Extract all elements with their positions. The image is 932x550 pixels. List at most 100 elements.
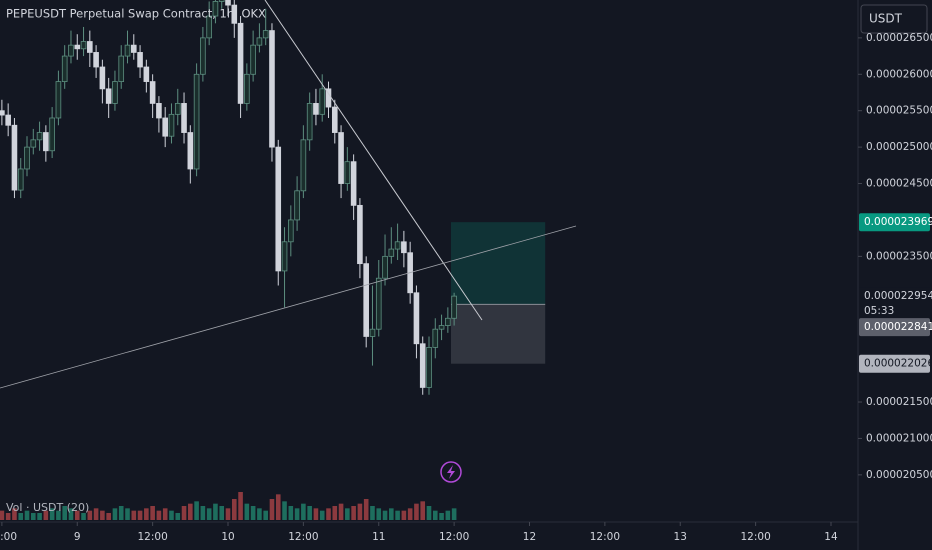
currency-button-label[interactable]: USDT <box>869 12 903 26</box>
candle-body <box>130 44 137 53</box>
candle-body <box>87 41 93 53</box>
volume-bar <box>370 506 375 520</box>
entry-price-label-box <box>859 318 930 337</box>
volume-bar <box>426 506 432 520</box>
volume-bar <box>181 506 187 520</box>
candle-body <box>49 117 55 152</box>
volume-bar <box>363 499 369 520</box>
volume-bar <box>81 513 86 520</box>
volume-bar <box>93 508 99 520</box>
candle-body <box>187 132 194 170</box>
candle-body <box>30 139 37 148</box>
volume-bar <box>188 503 193 520</box>
volume-bar <box>326 508 331 520</box>
candle-body <box>401 241 407 254</box>
volume-bar <box>0 510 5 520</box>
volume-bar <box>382 510 388 520</box>
candle-body <box>168 113 175 137</box>
y-tick-label: 0.000026000 <box>866 68 932 80</box>
candle-body <box>143 66 150 82</box>
candle-body <box>313 103 319 115</box>
volume-bar <box>62 506 67 520</box>
candle-body <box>269 30 275 148</box>
y-tick-label: 0.000023500 <box>866 250 932 262</box>
volume-bar <box>100 510 105 520</box>
candle-body <box>438 325 445 330</box>
volume-bar <box>319 510 325 520</box>
candle-body <box>17 168 24 191</box>
volume-bar <box>200 506 206 520</box>
volume-bar <box>301 503 306 520</box>
volume-bar <box>56 510 61 520</box>
volume-bar <box>49 508 55 520</box>
volume-bar <box>269 499 275 520</box>
candle-body <box>331 106 338 133</box>
lightning-icon[interactable] <box>440 461 462 483</box>
volume-bar <box>162 508 168 520</box>
candle-body <box>124 44 131 57</box>
candle-body <box>174 103 181 115</box>
candle-body <box>112 81 118 104</box>
candle-body <box>256 37 263 46</box>
entry-price-label: 0.000022841 <box>864 321 932 333</box>
volume-bar <box>294 508 300 520</box>
volume-bar <box>118 506 124 520</box>
candle-body <box>212 1 219 17</box>
volume-bar <box>407 508 413 520</box>
candle-body <box>451 295 457 319</box>
y-tick-label: 0.000021000 <box>866 432 932 444</box>
candle-body <box>350 161 357 206</box>
candle-body <box>137 52 143 68</box>
x-tick-label: 12 <box>523 531 536 543</box>
candle-body <box>250 44 256 75</box>
x-tick-label: 12:00 <box>137 531 167 543</box>
volume-bar <box>345 508 350 520</box>
candle-body <box>80 41 87 50</box>
volume-bar <box>414 503 419 520</box>
x-tick-label: 10 <box>221 531 234 543</box>
y-tick-label: 0.000020500 <box>866 469 932 481</box>
candle-body <box>363 263 369 337</box>
volume-label: Vol · USDT (20) <box>6 501 89 514</box>
candle-body <box>162 117 168 137</box>
target-price-label-box <box>859 213 930 232</box>
candle-body <box>306 103 313 141</box>
volume-bar <box>87 510 93 520</box>
volume-bar <box>275 494 281 520</box>
volume-bar <box>376 508 382 520</box>
candle-body <box>375 277 382 330</box>
currency-button[interactable] <box>860 4 928 34</box>
candle-body <box>225 0 231 6</box>
x-tick-label: 9 <box>74 531 81 543</box>
volume-bar <box>30 513 36 520</box>
volume-bar <box>213 503 218 520</box>
volume-bar <box>144 508 149 520</box>
volume-bar <box>432 510 438 520</box>
x-tick-label: 12:00 <box>439 531 469 543</box>
volume-bar <box>282 501 287 520</box>
volume-bar <box>351 506 356 520</box>
volume-bar <box>131 510 137 520</box>
candle-body <box>319 88 326 115</box>
candle-body <box>394 241 401 250</box>
candle-body <box>181 103 187 133</box>
candle-body <box>200 37 206 75</box>
volume-bar <box>12 508 17 520</box>
volume-bar <box>175 513 181 520</box>
x-tick-label: 12:00 <box>740 531 770 543</box>
candle-body <box>74 44 81 50</box>
y-tick-label: 0.000025000 <box>866 141 932 153</box>
volume-bar <box>420 501 426 520</box>
chart-title: PEPEUSDT Perpetual Swap Contract, 1h, OK… <box>6 7 266 21</box>
candle-body <box>262 30 269 39</box>
volume-bar <box>156 510 162 520</box>
stop-zone <box>450 304 546 364</box>
target-zone <box>450 222 546 305</box>
volume-bar <box>332 506 338 520</box>
candle-body <box>193 73 200 170</box>
candle-body <box>369 328 376 337</box>
x-tick-label: 13 <box>674 531 687 543</box>
candle-body <box>388 248 395 257</box>
